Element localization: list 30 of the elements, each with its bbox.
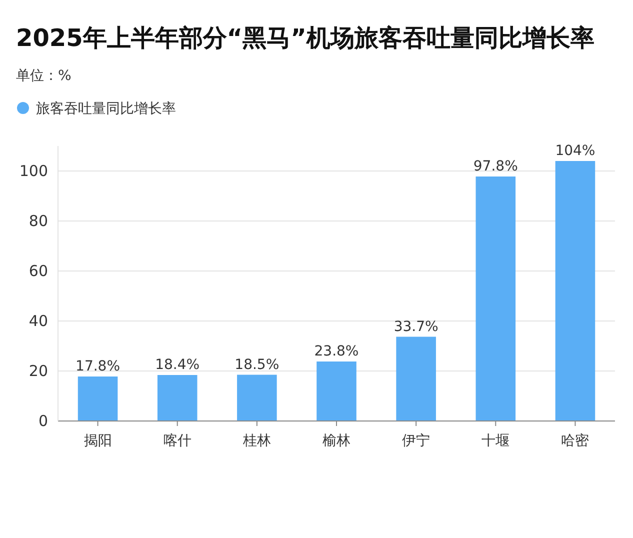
x-tick-label: 伊宁: [402, 433, 430, 449]
chart-title: 2025年上半年部分“黑马”机场旅客吞吐量同比增长率: [16, 24, 594, 52]
legend-label: 旅客吞吐量同比增长率: [36, 101, 176, 117]
y-tick-label: 60: [28, 262, 48, 280]
y-tick-label: 100: [19, 162, 48, 180]
bar: [316, 362, 356, 421]
x-tick-label: 哈密: [561, 433, 590, 449]
data-label: 18.5%: [234, 356, 280, 373]
x-tick-label: 揭阳: [84, 433, 112, 449]
y-tick-label: 20: [28, 362, 48, 380]
y-tick-label: 40: [28, 312, 48, 330]
bar: [476, 176, 516, 421]
data-label: 104%: [555, 143, 596, 159]
y-tick-label: 80: [28, 212, 48, 230]
chart-subtitle: 单位：%: [16, 68, 72, 84]
data-label: 97.8%: [473, 158, 518, 174]
bar: [555, 161, 596, 421]
data-label: 23.8%: [314, 344, 359, 360]
x-tick-label: 桂林: [242, 433, 271, 449]
bar: [157, 375, 198, 421]
y-tick-label: 0: [38, 412, 48, 430]
x-tick-label: 十堰: [482, 433, 510, 449]
data-label: 17.8%: [76, 358, 120, 374]
data-label: 33.7%: [394, 318, 438, 335]
bar: [78, 376, 118, 421]
bar: [237, 374, 277, 421]
x-tick-label: 榆林: [322, 433, 350, 449]
x-tick-label: 喀什: [163, 433, 192, 449]
bar: [396, 336, 436, 421]
data-label: 18.4%: [155, 357, 200, 373]
